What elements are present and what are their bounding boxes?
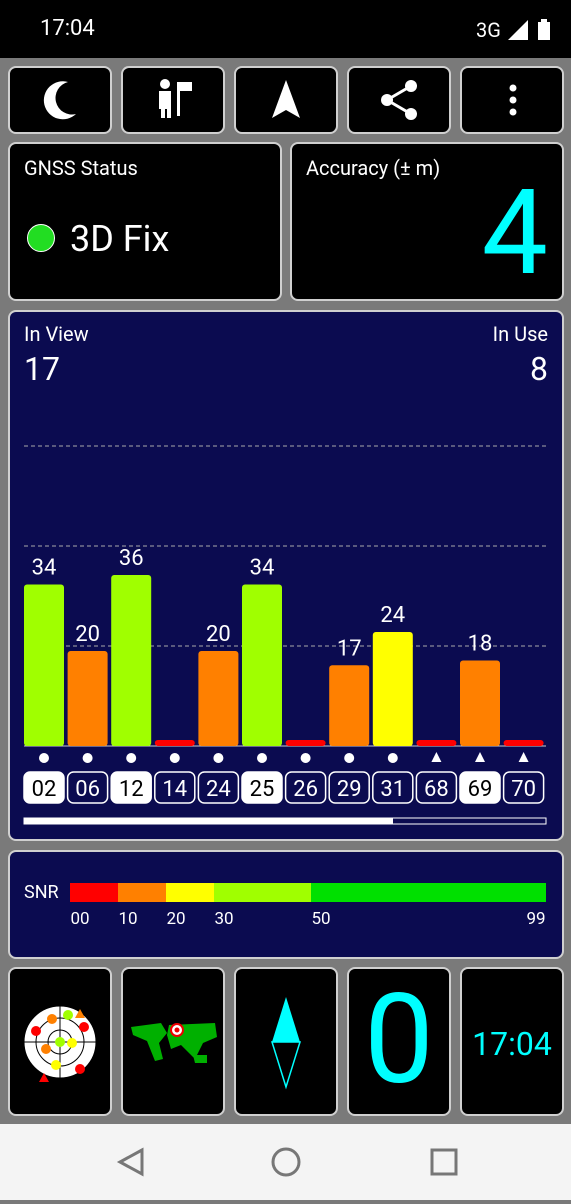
in-use: 8 — [530, 350, 548, 388]
navigate-button[interactable] — [234, 66, 338, 134]
status-time: 17:04 — [40, 16, 95, 41]
status-bar: 17:04 3G — [0, 0, 571, 58]
network: 3G — [476, 18, 501, 42]
speed-tile: 0 — [347, 967, 451, 1116]
fix-value: 3D Fix — [70, 218, 170, 260]
clock: 17:04 — [472, 1025, 552, 1063]
gnss-label: GNSS Status — [24, 156, 138, 180]
gnss-status-panel: GNSS Status 3D Fix — [8, 142, 282, 301]
menu-button[interactable] — [460, 66, 564, 134]
map-tile[interactable] — [121, 967, 225, 1116]
share-button[interactable] — [347, 66, 451, 134]
sky-plot-tile[interactable] — [8, 967, 112, 1116]
signal-battery — [508, 19, 550, 40]
in-view: 17 — [24, 350, 60, 388]
accuracy-label: Accuracy (± m) — [306, 156, 441, 180]
in-view-label: In View — [24, 322, 89, 346]
accuracy-value: 4 — [481, 164, 548, 302]
night-mode-button[interactable] — [8, 66, 112, 134]
snr-label: SNR — [24, 882, 59, 903]
snr-panel: SNR — [8, 850, 564, 959]
location-button[interactable] — [121, 66, 225, 134]
back-button[interactable] — [116, 1147, 144, 1177]
nav-bar — [0, 1124, 571, 1200]
clock-tile: 17:04 — [460, 967, 564, 1116]
accuracy-panel: Accuracy (± m) 4 — [290, 142, 564, 301]
home-button[interactable] — [271, 1147, 301, 1177]
recents-button[interactable] — [430, 1148, 458, 1176]
fix-indicator — [27, 224, 55, 252]
in-use-label: In Use — [492, 322, 548, 346]
compass-tile[interactable] — [234, 967, 338, 1116]
sky-panel: In View 17 In Use 8 — [8, 310, 564, 841]
speed: 0 — [364, 968, 434, 1113]
